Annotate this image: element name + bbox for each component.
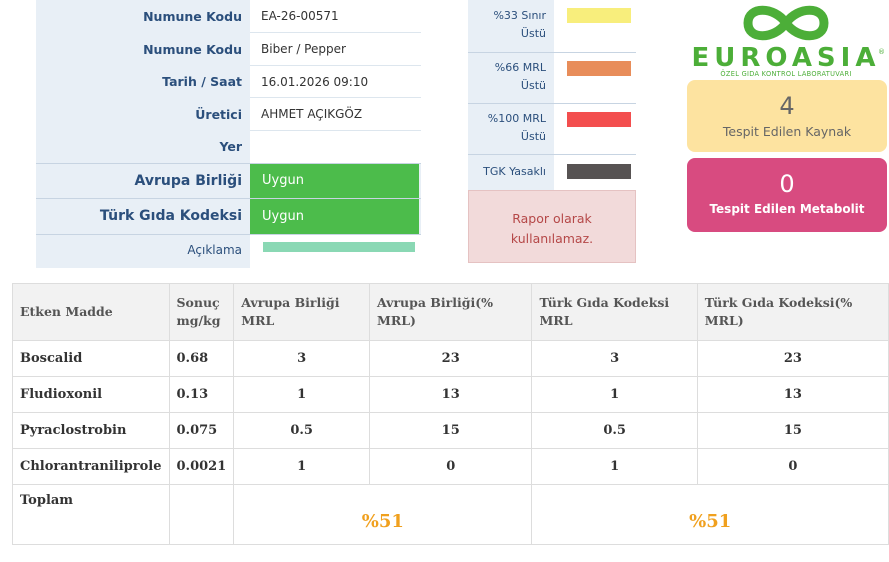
sample-info-panel: Numune Kodu EA-26-00571 Numune Kodu Bibe… — [36, 0, 421, 268]
table-row: Pyraclostrobin 0.075 0.5 15 0.5 15 — [12, 412, 889, 449]
description-label: Açıklama — [187, 243, 242, 257]
eu-mrl-value: 3 — [233, 340, 370, 377]
sample-name-label: Numune Kodu — [143, 42, 242, 57]
detected-sources-label: Tespit Edilen Kaynak — [722, 124, 852, 139]
tgk-mrl-value: 1 — [531, 376, 698, 413]
total-label: Toplam — [12, 484, 170, 545]
location-value — [250, 131, 421, 163]
tgk-status-row: Türk Gıda Kodeksi Uygun — [36, 199, 421, 234]
legend-label: TGK Yasaklı — [483, 165, 546, 178]
tgk-status-label: Türk Gıda Kodeksi — [99, 208, 242, 224]
detected-metabolites-label: Tespit Edilen Metabolit — [709, 202, 865, 216]
location-label: Yer — [219, 139, 242, 154]
legend-divider — [468, 52, 636, 53]
tgk-pct-value: 13 — [696, 376, 889, 413]
results-table: Etken Madde Sonuç mg/kg Avrupa Birliği MRL… — [12, 283, 889, 545]
eu-total-percent: %51 — [233, 484, 533, 545]
eu-pct-value: 23 — [368, 340, 533, 377]
table-row: Boscalid 0.68 3 23 3 23 — [12, 340, 889, 377]
tgk-pct-value: 15 — [696, 412, 889, 449]
col-header-tgk-pct: Türk Gıda Kodeksi(% MRL) — [696, 283, 889, 341]
col-header-active: Etken Madde — [12, 283, 170, 341]
tgk-mrl-value: 0.5 — [531, 412, 698, 449]
eu-status-badge: Uygun — [250, 164, 419, 198]
eu-pct-value: 13 — [368, 376, 533, 413]
detected-sources-count: 4 — [779, 92, 795, 120]
col-header-eu-pct: Avrupa Birliği(% MRL) — [368, 283, 533, 341]
legend-divider — [468, 103, 636, 104]
datetime-row: Tarih / Saat 16.01.2026 09:10 — [36, 66, 421, 98]
active-name: Fludioxonil — [12, 376, 170, 413]
result-value: 0.0021 — [168, 448, 235, 485]
col-header-result: Sonuç mg/kg — [168, 283, 235, 341]
col-header-eu-mrl: Avrupa Birliği MRL — [233, 283, 370, 341]
producer-value: AHMET AÇIKGÖZ — [250, 98, 421, 131]
company-logo: EUROASIA ® ÖZEL GIDA KONTROL LABORATUVAR… — [686, 0, 886, 78]
infinity-logo-icon — [743, 5, 829, 41]
datetime-value: 16.01.2026 09:10 — [250, 66, 421, 98]
legend-item-banned: TGK Yasaklı — [468, 155, 636, 190]
sample-code-label: Numune Kodu — [143, 9, 242, 24]
table-row: Chlorantraniliprole 0.0021 1 0 1 0 — [12, 448, 889, 485]
producer-row: Üretici AHMET AÇIKGÖZ — [36, 98, 421, 131]
result-value: 0.13 — [168, 376, 235, 413]
registered-mark: ® — [878, 48, 885, 56]
eu-pct-value: 0 — [368, 448, 533, 485]
report-warning: Rapor olarak kullanılamaz. — [468, 190, 636, 263]
legend-divider — [468, 154, 636, 155]
logo-subtitle: ÖZEL GIDA KONTROL LABORATUVARI — [720, 70, 852, 78]
table-row: Fludioxonil 0.13 1 13 1 13 — [12, 376, 889, 413]
sample-name-value: Biber / Pepper — [250, 33, 421, 66]
result-value: 0.68 — [168, 340, 235, 377]
legend-item-66: %66 MRL Üstü — [468, 53, 636, 103]
tgk-pct-value: 23 — [696, 340, 889, 377]
row-divider — [36, 198, 421, 199]
detected-sources-card: 4 Tespit Edilen Kaynak — [687, 80, 887, 152]
result-value: 0.075 — [168, 412, 235, 449]
eu-pct-value: 15 — [368, 412, 533, 449]
detected-metabolites-card: 0 Tespit Edilen Metabolit — [687, 158, 887, 232]
eu-mrl-value: 1 — [233, 376, 370, 413]
logo-wordmark: EUROASIA — [691, 43, 881, 73]
legend-swatch-yellow — [567, 8, 631, 23]
location-row: Yer — [36, 131, 421, 163]
active-name: Pyraclostrobin — [12, 412, 170, 449]
sample-name-row: Numune Kodu Biber / Pepper — [36, 33, 421, 66]
total-empty-cell — [168, 484, 235, 545]
active-name: Boscalid — [12, 340, 170, 377]
active-name: Chlorantraniliprole — [12, 448, 170, 485]
row-divider — [36, 163, 421, 164]
description-bar — [263, 242, 415, 252]
table-header-row: Etken Madde Sonuç mg/kg Avrupa Birliği MRL… — [12, 283, 889, 341]
total-row: Toplam %51 %51 — [12, 484, 889, 545]
sample-code-value: EA-26-00571 — [250, 0, 421, 33]
legend-label: %33 Sınır Üstü — [493, 9, 546, 40]
producer-label: Üretici — [195, 107, 242, 122]
legend-label: %66 MRL Üstü — [494, 61, 546, 92]
legend-swatch-dark — [567, 164, 631, 179]
detected-metabolites-count: 0 — [779, 170, 795, 198]
tgk-mrl-value: 1 — [531, 448, 698, 485]
row-divider — [36, 234, 421, 235]
legend-label: %100 MRL Üstü — [487, 112, 546, 143]
legend-item-100: %100 MRL Üstü — [468, 104, 636, 154]
col-header-tgk-mrl: Türk Gıda Kodeksi MRL — [531, 283, 698, 341]
sample-code-row: Numune Kodu EA-26-00571 — [36, 0, 421, 33]
legend-item-33: %33 Sınır Üstü — [468, 0, 636, 52]
tgk-mrl-value: 3 — [531, 340, 698, 377]
eu-status-row: Avrupa Birliği Uygun — [36, 164, 421, 198]
legend-swatch-orange — [567, 61, 631, 76]
eu-mrl-value: 0.5 — [233, 412, 370, 449]
tgk-total-percent: %51 — [531, 484, 889, 545]
datetime-label: Tarih / Saat — [162, 74, 242, 89]
legend-swatch-red — [567, 112, 631, 127]
threshold-legend: %33 Sınır Üstü %66 MRL Üstü %100 MRL Üst… — [468, 0, 636, 190]
tgk-pct-value: 0 — [696, 448, 889, 485]
eu-mrl-value: 1 — [233, 448, 370, 485]
eu-status-label: Avrupa Birliği — [134, 173, 242, 189]
tgk-status-badge: Uygun — [250, 199, 419, 234]
